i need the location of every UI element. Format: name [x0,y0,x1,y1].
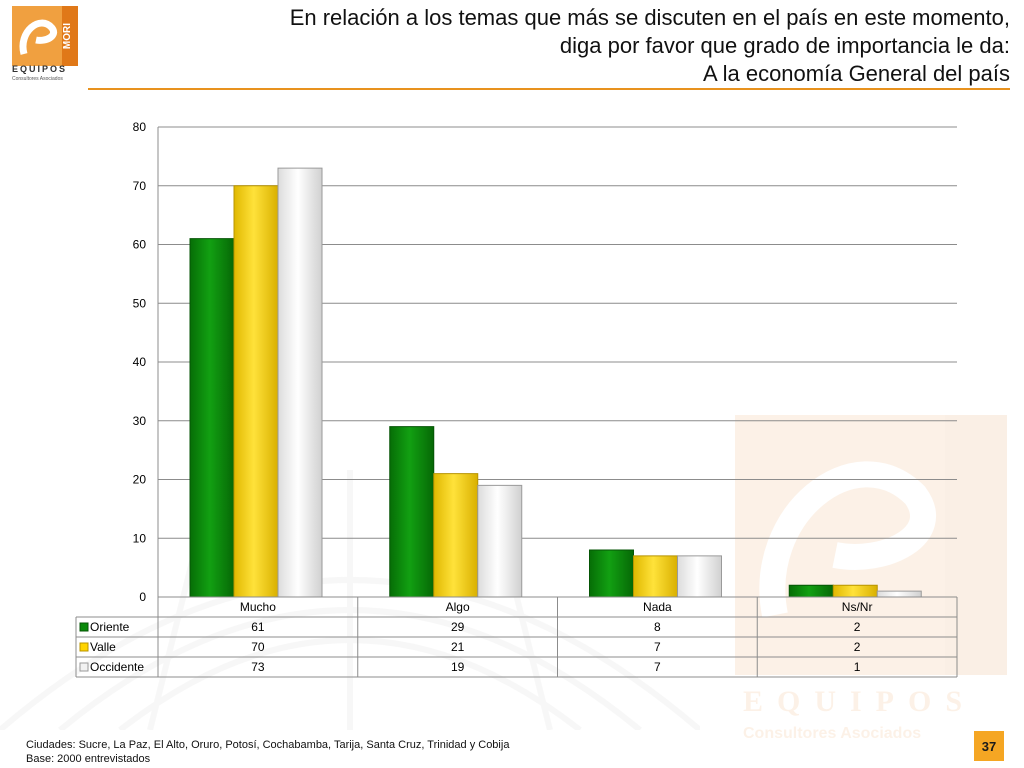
bar-occidente-nsnr [876,590,922,598]
x-tick-label: Mucho [240,600,276,614]
bar-valle-nada [633,555,678,598]
data-label: 19 [451,660,465,674]
y-tick-label: 60 [133,238,147,252]
x-tick-label: Nada [643,600,672,614]
logo-subtitle: Consultores Asociados [12,76,63,82]
legend-swatch-occidente [79,662,89,672]
data-label: 73 [251,660,265,674]
legend-label-occidente: Occidente [90,660,144,674]
data-label: 7 [654,660,661,674]
footer-base: Base: 2000 entrevistados [26,753,151,765]
bar-occidente-nada [677,555,722,598]
watermark-subtitle: Consultores Asociados [743,725,922,742]
y-tick-label: 70 [133,179,147,193]
y-tick-label: 30 [133,414,147,428]
y-tick-label: 0 [139,590,146,604]
bar-occidente-mucho [277,167,323,598]
bar-valle-nsnr [832,584,878,598]
title-line-2: diga por favor que grado de importancia … [559,33,1010,58]
data-label: 29 [451,620,465,634]
data-label: 21 [451,640,465,654]
data-label: 70 [251,640,265,654]
bar-oriente-nsnr [788,584,834,598]
data-label: 7 [654,640,661,654]
bar-chart: 0 10 20 30 40 50 60 70 80 Mucho Algo Nada Ns/Nr Orie… [75,120,958,678]
data-label: 2 [854,640,861,654]
x-tick-label: Algo [446,600,470,614]
footer-notes: Ciudades: Sucre, La Paz, El Alto, Oruro,… [26,738,509,766]
x-tick-label: Ns/Nr [842,600,873,614]
page-number-badge: 37 [974,731,1004,761]
data-label: 1 [854,660,861,674]
header-divider [88,88,1010,90]
y-tick-label: 50 [133,296,147,310]
legend-swatch-oriente [79,622,89,632]
bar-valle-algo [433,473,479,598]
data-label: 2 [854,620,861,634]
y-tick-label: 10 [133,531,147,545]
equipos-mori-logo: MORI [12,6,78,66]
bar-oriente-algo [389,426,435,598]
legend-label-oriente: Oriente [90,620,130,634]
bar-oriente-mucho [189,238,235,598]
y-tick-label: 80 [133,120,147,134]
logo-word: EQUIPOS [12,64,68,74]
y-tick-label: 40 [133,355,147,369]
watermark-word: EQUIPOS [743,685,977,718]
data-label: 61 [251,620,265,634]
logo-mori-text: MORI [62,23,73,49]
bar-oriente-nada [589,549,634,598]
bar-occidente-algo [477,484,523,598]
background-watermark-logo: EQUIPOS Consultores Asociados [735,415,1007,745]
legend-swatch-valle [79,642,89,652]
bar-valle-mucho [233,185,279,598]
data-label: 8 [654,620,661,634]
title-line-1: En relación a los temas que más se discu… [289,5,1010,30]
footer-cities: Ciudades: Sucre, La Paz, El Alto, Oruro,… [26,739,510,751]
legend-label-valle: Valle [90,640,116,654]
title-line-3: A la economía General del país [703,61,1010,86]
page-title: En relación a los temas que más se discu… [110,4,1010,88]
y-tick-label: 20 [133,473,147,487]
